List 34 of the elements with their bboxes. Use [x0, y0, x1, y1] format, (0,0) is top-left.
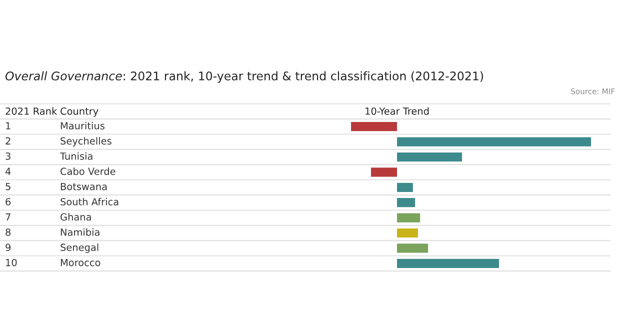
y-tick-label: Seychelles — [60, 137, 112, 147]
bar — [397, 213, 420, 222]
bar — [397, 152, 462, 162]
y-tick-label: South Africa — [60, 198, 118, 206]
bar — [397, 137, 591, 146]
y-tick-label: Namibia — [60, 228, 100, 236]
y-tick-label: Morocco — [60, 258, 100, 266]
y-tick-label: Botswana — [60, 182, 107, 190]
y-tick-label: Senegal — [60, 243, 98, 253]
bar — [351, 122, 397, 132]
text: 2021 Rank — [6, 107, 58, 115]
bar — [397, 182, 413, 192]
text: 3 — [6, 152, 10, 160]
bar — [397, 258, 500, 268]
text: 5 — [6, 182, 10, 190]
text: 8 — [6, 228, 11, 236]
text: 9 — [6, 244, 10, 252]
text: 1 — [6, 122, 10, 130]
bar — [371, 168, 397, 177]
text: 4 — [5, 168, 11, 175]
y-tick-label: Tunisia — [60, 152, 92, 160]
text: 7 — [6, 213, 10, 220]
text: 2 — [6, 137, 10, 144]
bar — [397, 244, 428, 253]
bar — [397, 198, 416, 208]
text: Overall Governance: 2021 rank, 10-year trend & trend classification (2012-2021) — [5, 71, 484, 83]
y-tick-label: Mauritius — [60, 122, 104, 130]
text: 10 — [6, 258, 17, 266]
bar — [397, 228, 418, 238]
y-tick-label: Ghana — [60, 213, 91, 221]
text: 6 — [6, 198, 11, 206]
x-axis-title: 10-Year Trend — [366, 107, 429, 115]
y-tick-label: Cabo Verde — [60, 167, 116, 176]
y-axis-title: Country — [60, 107, 98, 117]
